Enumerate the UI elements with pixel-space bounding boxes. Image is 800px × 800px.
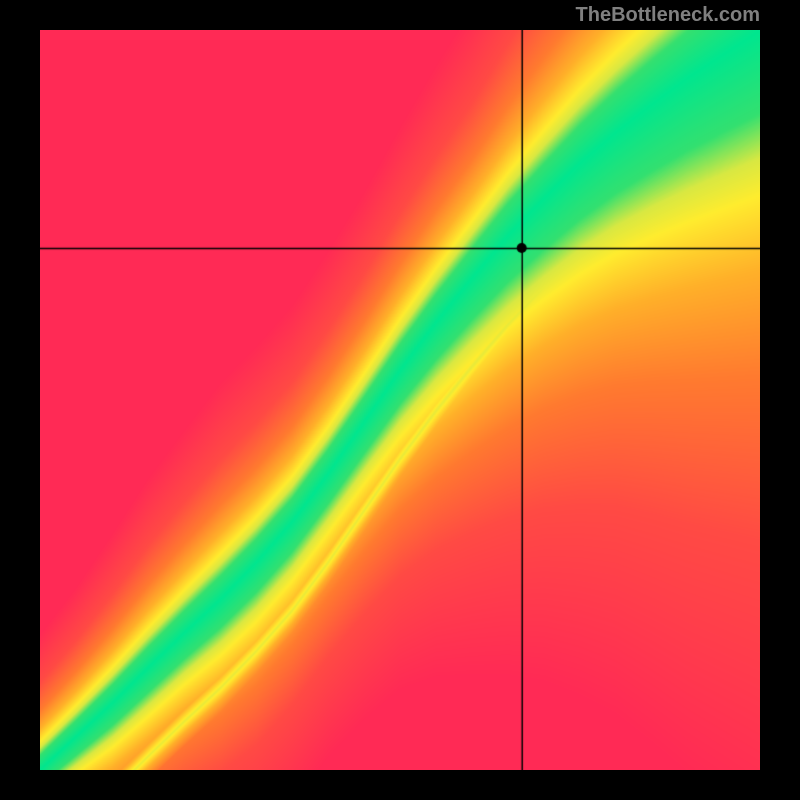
bottleneck-heatmap — [40, 30, 760, 770]
watermark-text: TheBottleneck.com — [576, 4, 760, 27]
chart-container: TheBottleneck.com — [0, 0, 800, 800]
